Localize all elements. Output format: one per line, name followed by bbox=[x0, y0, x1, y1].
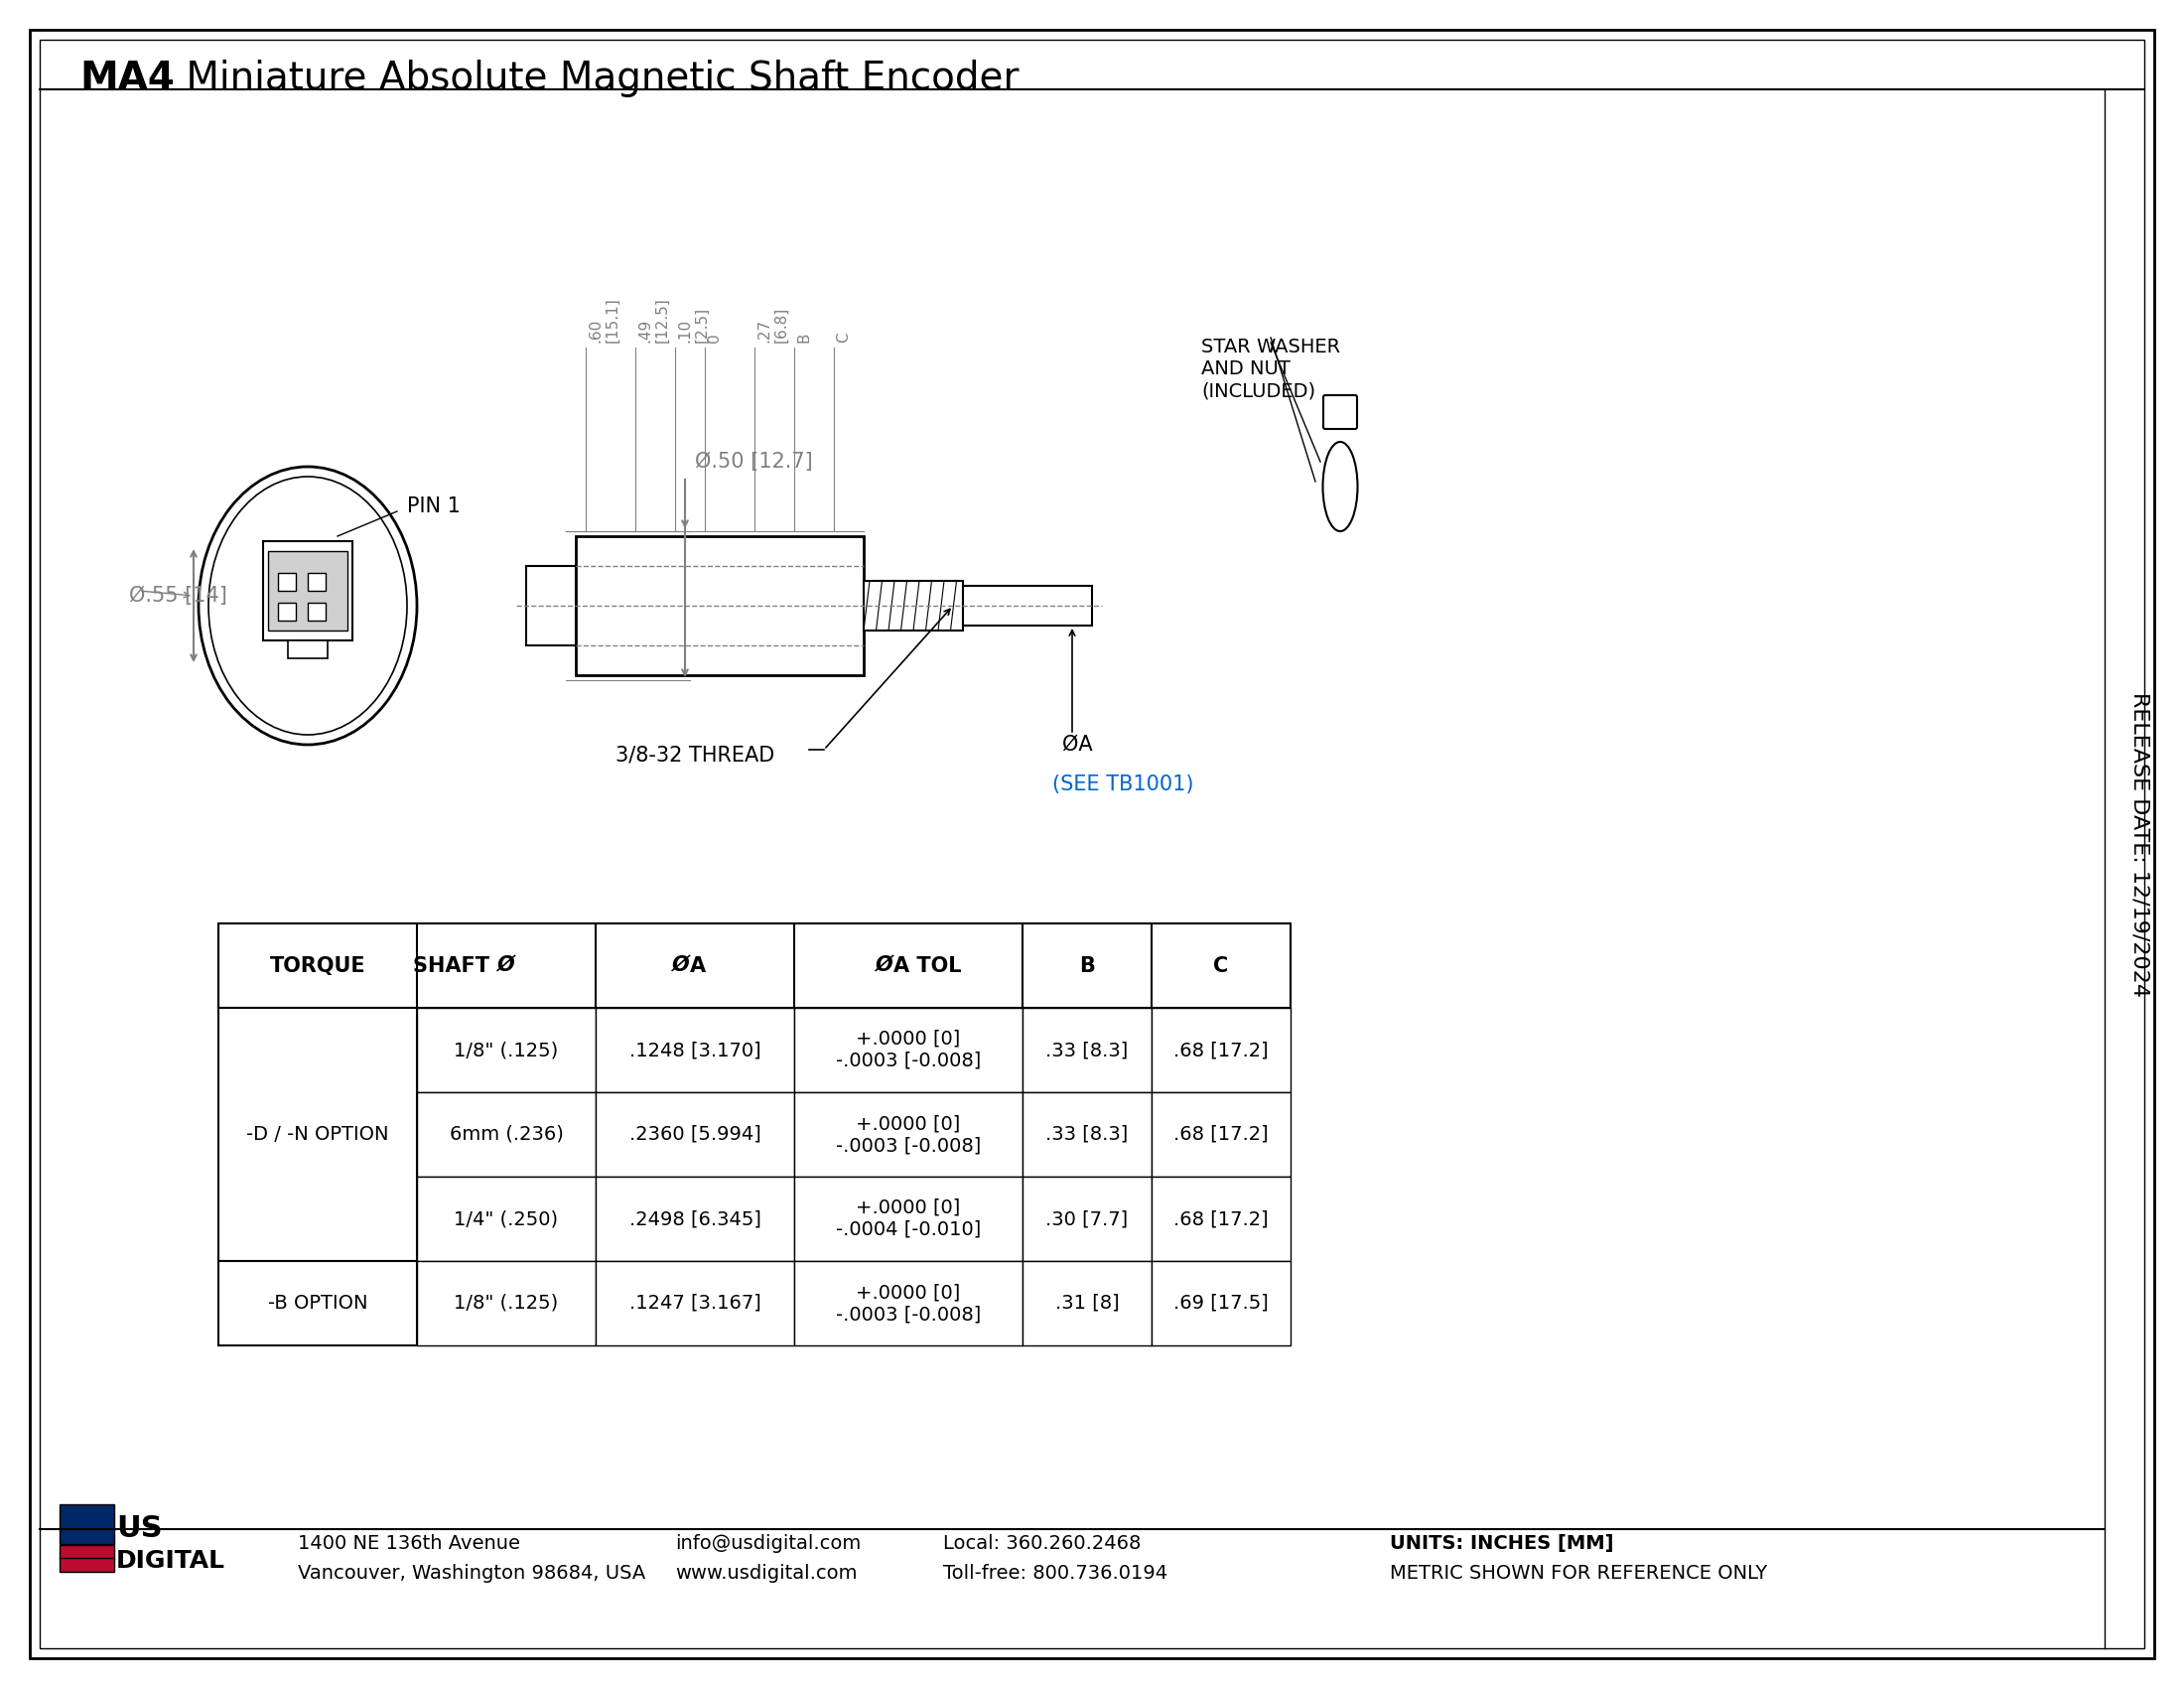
Text: RELEASE DATE: 12/19/2024: RELEASE DATE: 12/19/2024 bbox=[2129, 692, 2149, 996]
Text: Ø: Ø bbox=[673, 955, 690, 976]
Bar bbox=[863, 581, 963, 631]
Bar bbox=[417, 1008, 596, 1092]
Bar bbox=[1151, 1092, 1291, 1177]
Text: TORQUE: TORQUE bbox=[269, 955, 365, 976]
Bar bbox=[795, 1261, 1022, 1345]
Text: B: B bbox=[797, 333, 810, 343]
Bar bbox=[596, 1092, 795, 1177]
Bar bbox=[262, 542, 352, 640]
Bar bbox=[596, 1177, 795, 1261]
Text: Ø.50 [12.7]: Ø.50 [12.7] bbox=[695, 452, 812, 471]
Bar bbox=[795, 1177, 1022, 1261]
Text: A TOL: A TOL bbox=[893, 955, 961, 976]
Text: B: B bbox=[1079, 955, 1094, 976]
Bar bbox=[308, 603, 325, 621]
Text: 0: 0 bbox=[708, 333, 721, 343]
Text: .33 [8.3]: .33 [8.3] bbox=[1046, 1040, 1129, 1060]
Text: .10
[2.5]: .10 [2.5] bbox=[677, 307, 710, 343]
Bar bbox=[526, 565, 577, 645]
Text: METRIC SHOWN FOR REFERENCE ONLY: METRIC SHOWN FOR REFERENCE ONLY bbox=[1389, 1563, 1767, 1583]
Bar bbox=[795, 1092, 1022, 1177]
Bar bbox=[1151, 1177, 1291, 1261]
Bar bbox=[218, 1261, 417, 1345]
Text: (SEE TB1001): (SEE TB1001) bbox=[1053, 775, 1195, 795]
Bar bbox=[596, 1261, 795, 1345]
Text: UNITS: INCHES [MM]: UNITS: INCHES [MM] bbox=[1389, 1534, 1614, 1553]
Bar bbox=[417, 1092, 596, 1177]
Ellipse shape bbox=[199, 466, 417, 744]
Bar bbox=[308, 572, 325, 591]
Text: MA4: MA4 bbox=[79, 59, 175, 98]
Ellipse shape bbox=[207, 476, 406, 734]
Text: .68 [17.2]: .68 [17.2] bbox=[1173, 1209, 1269, 1229]
Text: Toll-free: 800.736.0194: Toll-free: 800.736.0194 bbox=[943, 1563, 1168, 1583]
Bar bbox=[218, 923, 1291, 1008]
Bar bbox=[963, 586, 1092, 626]
Text: DIGITAL: DIGITAL bbox=[116, 1550, 225, 1573]
Text: Ø: Ø bbox=[876, 955, 893, 976]
Text: .2498 [6.345]: .2498 [6.345] bbox=[629, 1209, 760, 1229]
Text: PIN 1: PIN 1 bbox=[406, 496, 461, 517]
Text: .2360 [5.994]: .2360 [5.994] bbox=[629, 1124, 760, 1144]
Bar bbox=[1022, 1008, 1151, 1092]
Text: .60
[15.1]: .60 [15.1] bbox=[587, 297, 620, 343]
Text: C: C bbox=[836, 333, 852, 343]
Bar bbox=[1022, 1092, 1151, 1177]
Bar bbox=[277, 572, 295, 591]
Text: ØA: ØA bbox=[1061, 734, 1092, 755]
Text: 3/8-32 THREAD: 3/8-32 THREAD bbox=[616, 744, 775, 765]
Bar bbox=[1151, 1008, 1291, 1092]
Text: +.0000 [0]
-.0003 [-0.008]: +.0000 [0] -.0003 [-0.008] bbox=[836, 1283, 981, 1323]
Bar bbox=[1022, 1261, 1151, 1345]
Text: .30 [7.7]: .30 [7.7] bbox=[1046, 1209, 1129, 1229]
Text: A: A bbox=[690, 955, 705, 976]
Text: Ø.55 [14]: Ø.55 [14] bbox=[129, 586, 227, 606]
Text: info@usdigital.com: info@usdigital.com bbox=[675, 1534, 860, 1553]
Text: -D / -N OPTION: -D / -N OPTION bbox=[247, 1124, 389, 1144]
Text: +.0000 [0]
-.0003 [-0.008]: +.0000 [0] -.0003 [-0.008] bbox=[836, 1030, 981, 1070]
Text: -B OPTION: -B OPTION bbox=[269, 1293, 367, 1313]
Text: +.0000 [0]
-.0004 [-0.010]: +.0000 [0] -.0004 [-0.010] bbox=[836, 1198, 981, 1239]
Bar bbox=[59, 1545, 114, 1560]
Bar bbox=[59, 1504, 114, 1545]
Text: +.0000 [0]
-.0003 [-0.008]: +.0000 [0] -.0003 [-0.008] bbox=[836, 1114, 981, 1155]
Text: .33 [8.3]: .33 [8.3] bbox=[1046, 1124, 1129, 1144]
Text: .68 [17.2]: .68 [17.2] bbox=[1173, 1040, 1269, 1060]
Bar bbox=[795, 1008, 1022, 1092]
Bar bbox=[1151, 1261, 1291, 1345]
Text: Miniature Absolute Magnetic Shaft Encoder: Miniature Absolute Magnetic Shaft Encode… bbox=[175, 59, 1020, 98]
Bar bbox=[417, 1177, 596, 1261]
Bar bbox=[417, 1261, 596, 1345]
Bar bbox=[1022, 1177, 1151, 1261]
Text: C: C bbox=[1214, 955, 1230, 976]
Text: www.usdigital.com: www.usdigital.com bbox=[675, 1563, 856, 1583]
Bar bbox=[277, 603, 295, 621]
Text: .49
[12.5]: .49 [12.5] bbox=[638, 297, 670, 343]
Bar bbox=[269, 550, 347, 631]
Text: .31 [8]: .31 [8] bbox=[1055, 1293, 1118, 1313]
Text: STAR WASHER
AND NUT
(INCLUDED): STAR WASHER AND NUT (INCLUDED) bbox=[1201, 338, 1341, 400]
Text: .27
[6.8]: .27 [6.8] bbox=[756, 307, 788, 343]
Bar bbox=[288, 640, 328, 658]
Text: .1247 [3.167]: .1247 [3.167] bbox=[629, 1293, 760, 1313]
Bar bbox=[218, 1008, 417, 1261]
Text: Ø: Ø bbox=[498, 955, 515, 976]
Text: Vancouver, Washington 98684, USA: Vancouver, Washington 98684, USA bbox=[297, 1563, 646, 1583]
Text: 1/4" (.250): 1/4" (.250) bbox=[454, 1209, 559, 1229]
Text: SHAFT: SHAFT bbox=[413, 955, 496, 976]
Bar bbox=[577, 537, 863, 675]
Text: 6mm (.236): 6mm (.236) bbox=[450, 1124, 563, 1144]
Bar bbox=[59, 1558, 114, 1572]
Text: .69 [17.5]: .69 [17.5] bbox=[1173, 1293, 1269, 1313]
Text: .1248 [3.170]: .1248 [3.170] bbox=[629, 1040, 760, 1060]
Text: US: US bbox=[116, 1514, 162, 1543]
Ellipse shape bbox=[1324, 442, 1358, 532]
FancyBboxPatch shape bbox=[1324, 395, 1356, 429]
Text: 1/8" (.125): 1/8" (.125) bbox=[454, 1040, 559, 1060]
Text: 1400 NE 136th Avenue: 1400 NE 136th Avenue bbox=[297, 1534, 520, 1553]
Text: 1/8" (.125): 1/8" (.125) bbox=[454, 1293, 559, 1313]
Text: .68 [17.2]: .68 [17.2] bbox=[1173, 1124, 1269, 1144]
Text: Local: 360.260.2468: Local: 360.260.2468 bbox=[943, 1534, 1140, 1553]
Bar bbox=[596, 1008, 795, 1092]
